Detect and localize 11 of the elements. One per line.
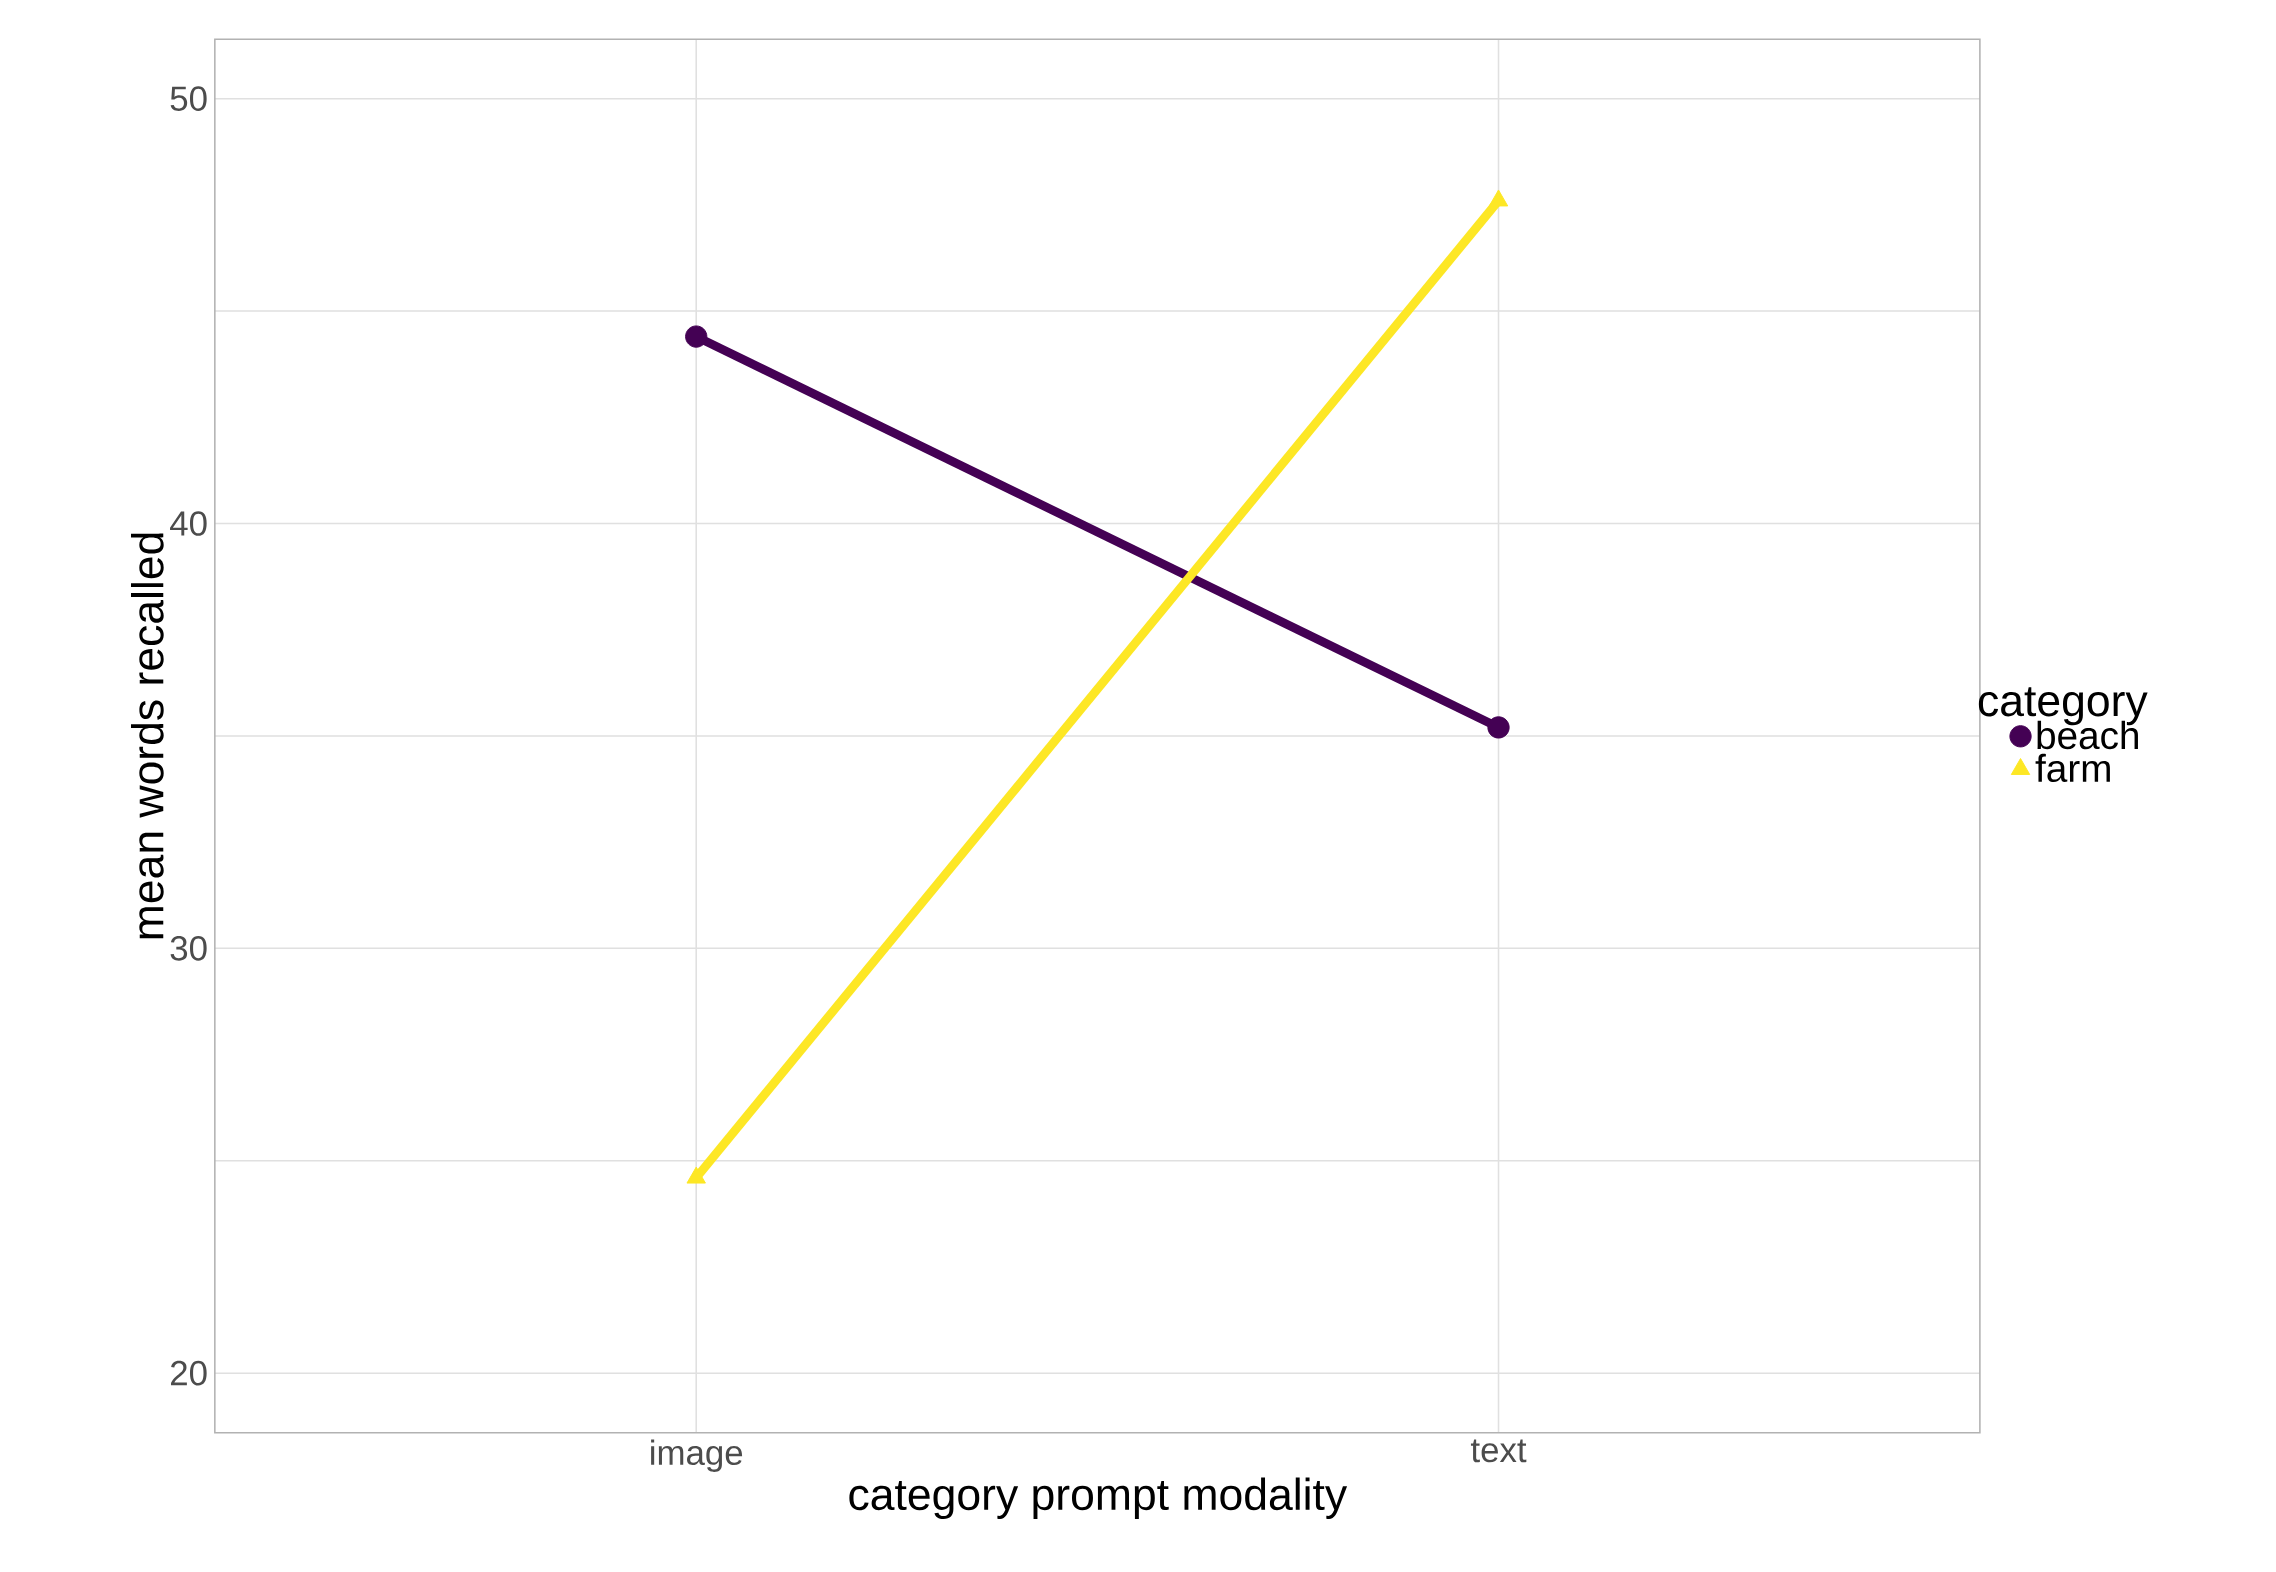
legend-label: farm <box>2035 753 2110 783</box>
point <box>685 325 708 348</box>
y-tick-label: 50 <box>170 86 207 111</box>
y-tick-label: 20 <box>171 1360 207 1386</box>
y-tick-label: 30 <box>170 935 207 961</box>
x-axis-title: category prompt modality <box>849 1477 1348 1519</box>
x-tick-label: text <box>1470 1439 1527 1463</box>
y-axis-title: mean words recalled <box>131 533 164 939</box>
point <box>1487 716 1510 739</box>
x-tick-label: image <box>651 1439 743 1472</box>
y-tick-label: 40 <box>170 511 207 536</box>
